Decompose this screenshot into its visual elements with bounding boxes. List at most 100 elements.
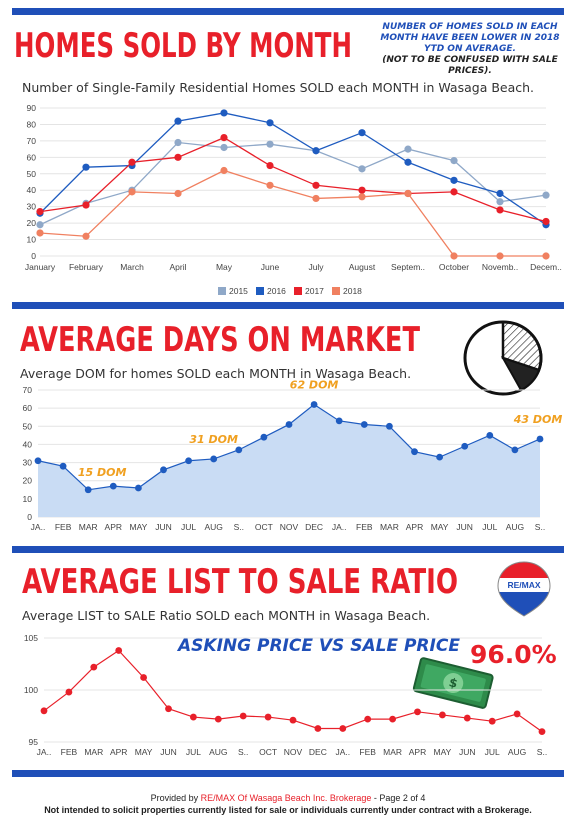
y-tick-label: 30 (23, 458, 33, 468)
x-tick-label: JUL (186, 747, 201, 757)
data-point (235, 446, 243, 454)
data-point-2018 (82, 232, 90, 240)
series-line-2018 (39, 169, 546, 257)
y-tick-label: 40 (23, 439, 33, 449)
data-point-2016 (312, 147, 320, 155)
x-tick-label: FEB (55, 522, 72, 532)
data-point (84, 486, 92, 494)
balloon-logo-icon: RE/MAX (497, 561, 551, 617)
data-point-2017 (128, 158, 136, 166)
data-point (34, 457, 42, 465)
data-point (411, 448, 418, 456)
y-tick-label: 10 (27, 235, 37, 245)
x-tick-label: Decem.. (530, 262, 562, 272)
x-tick-label: APR (110, 747, 127, 757)
x-tick-label: OCT (255, 522, 273, 532)
x-tick-label: MAY (434, 747, 452, 757)
series-line-2017 (39, 136, 547, 223)
x-tick-label: JUN (456, 522, 473, 532)
chart1-subtitle: Number of Single-Family Residential Home… (22, 80, 535, 95)
footer-provided: Provided by RE/MAX Of Wasaga Beach Inc. … (0, 793, 576, 803)
data-point-2017 (174, 153, 182, 161)
y-tick-label: 95 (29, 737, 39, 747)
data-point (260, 433, 268, 441)
x-tick-label: JUL (482, 522, 497, 532)
x-tick-label: April (169, 262, 186, 272)
y-tick-label: 80 (27, 119, 37, 129)
x-tick-label: Septem.. (391, 262, 425, 272)
dom-title: AVERAGE DAYS ON MARKET (20, 320, 420, 360)
data-point-2018 (542, 252, 550, 260)
x-tick-label: MAR (84, 747, 103, 757)
data-point-2015 (404, 145, 412, 153)
y-tick-label: 60 (23, 403, 33, 413)
data-point (40, 707, 48, 715)
y-tick-label: 40 (27, 185, 37, 195)
data-point-2017 (36, 208, 44, 216)
x-tick-label: October (439, 262, 469, 272)
data-point-2015 (358, 165, 366, 173)
asking-vs-sale-tagline: ASKING PRICE VS SALE PRICE (178, 636, 460, 656)
x-tick-label: DEC (309, 747, 327, 757)
data-point (414, 708, 421, 716)
data-point (160, 466, 167, 474)
x-tick-label: APR (105, 522, 122, 532)
page-title: HOMES SOLD BY MONTH (14, 26, 352, 66)
data-point-2018 (174, 189, 182, 198)
x-tick-label: August (349, 262, 376, 272)
data-point-2018 (404, 189, 412, 198)
x-tick-label: JA.. (31, 522, 46, 532)
y-tick-label: 20 (27, 218, 37, 228)
y-tick-label: 0 (27, 512, 32, 522)
y-tick-label: 100 (24, 685, 38, 695)
data-point-2015 (496, 198, 504, 206)
y-tick-label: 50 (27, 169, 37, 179)
x-tick-label: JUL (181, 522, 196, 532)
x-tick-label: MAR (383, 747, 402, 757)
ratio-title: AVERAGE LIST TO SALE RATIO (22, 562, 458, 602)
x-tick-label: MAY (431, 522, 449, 532)
data-point-2016 (496, 189, 504, 198)
area-fill (38, 404, 540, 517)
data-point (513, 710, 521, 718)
data-point-2015 (542, 191, 550, 199)
divider-2 (12, 546, 564, 553)
series-line-2015 (39, 141, 547, 226)
data-point (335, 417, 343, 425)
data-point (65, 688, 73, 696)
ratio-value: 96.0% (470, 640, 557, 669)
data-point-2016 (450, 176, 458, 184)
data-point (190, 713, 197, 721)
chart3-subtitle: Average LIST to SALE Ratio SOLD each MON… (22, 608, 431, 623)
data-point-2017 (450, 188, 458, 196)
x-tick-label: JUL (485, 747, 500, 757)
data-point-2018 (36, 229, 44, 237)
x-tick-label: AUG (508, 747, 526, 757)
x-tick-label: S.. (537, 747, 547, 757)
y-tick-label: 50 (23, 421, 33, 431)
x-tick-label: NOV (284, 747, 303, 757)
data-point-2017 (312, 181, 320, 189)
chart2-subtitle: Average DOM for homes SOLD each MONTH in… (20, 366, 412, 381)
x-tick-label: Novemb.. (482, 262, 518, 272)
data-point (360, 421, 368, 428)
data-point (486, 431, 494, 439)
data-point (264, 713, 272, 721)
data-point (386, 422, 393, 430)
data-point (536, 435, 544, 443)
legend-swatch-2015 (218, 287, 226, 295)
x-tick-label: JUN (160, 747, 177, 757)
data-point-2017 (266, 161, 274, 170)
y-tick-label: 70 (23, 385, 33, 395)
data-point-2018 (312, 194, 320, 203)
x-tick-label: JA.. (332, 522, 347, 532)
data-point (488, 717, 496, 725)
data-point (310, 401, 318, 408)
data-point (115, 647, 123, 654)
data-point (389, 715, 396, 723)
x-tick-label: MAY (135, 747, 153, 757)
footer-page: - Page 2 of 4 (371, 793, 426, 803)
data-point-2017 (358, 186, 366, 194)
data-point-2016 (266, 119, 274, 127)
x-tick-label: OCT (259, 747, 277, 757)
